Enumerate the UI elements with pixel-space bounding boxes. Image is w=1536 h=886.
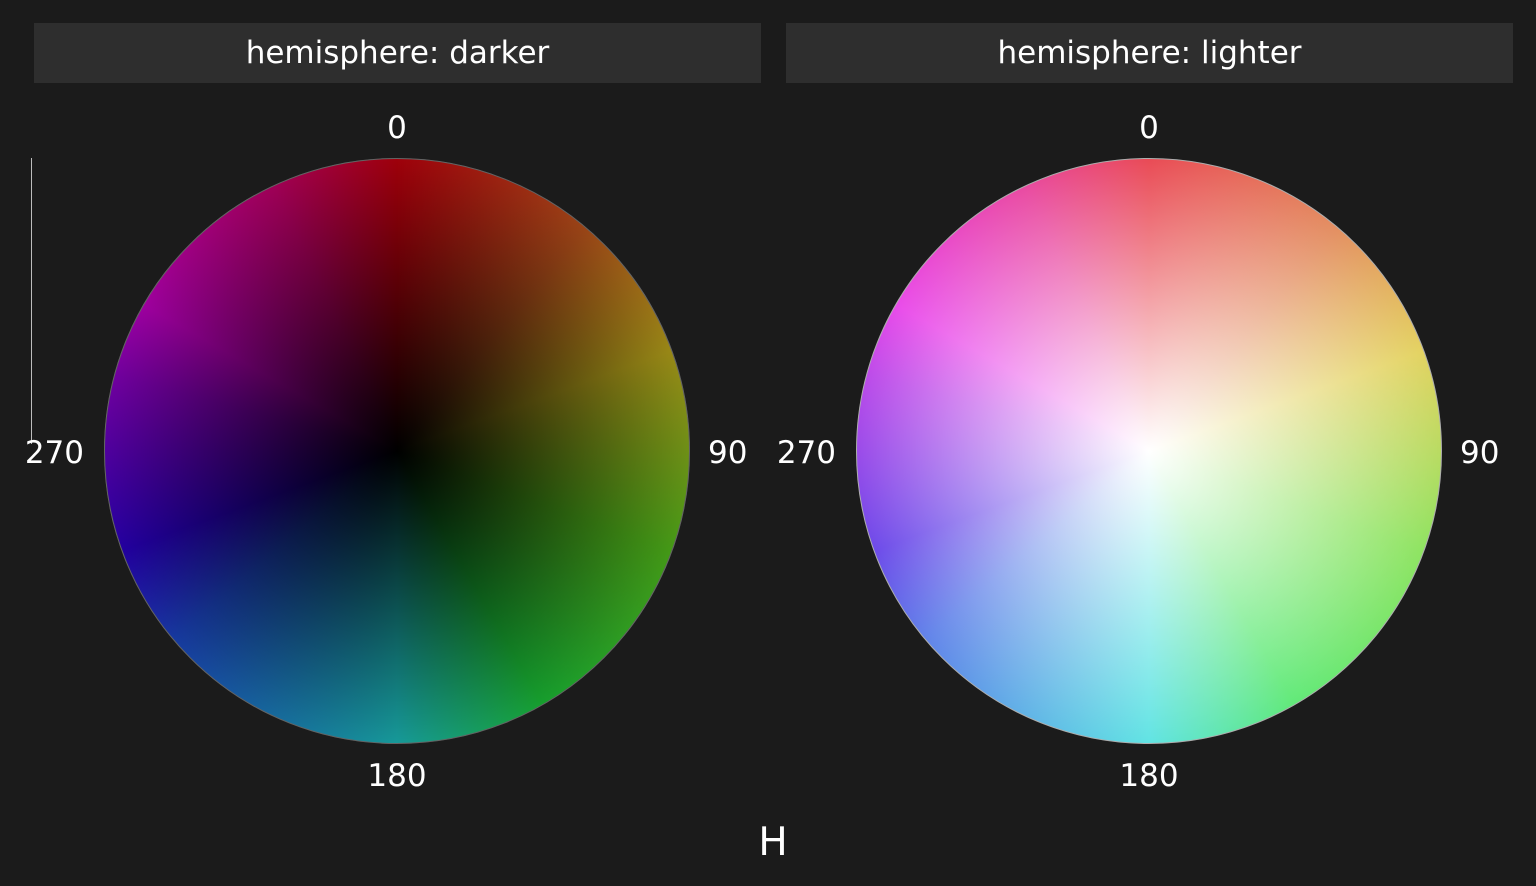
- tick-label-90: 90: [1460, 435, 1500, 471]
- darkness-gradient: [104, 158, 690, 744]
- x-axis-title: H: [758, 820, 788, 865]
- panel-lighter: hemisphere: lighter 0 90 180 270: [752, 0, 1520, 886]
- tick-label-0: 0: [387, 110, 407, 146]
- color-wheel-lighter: [856, 158, 1442, 744]
- color-wheel-darker: [104, 158, 690, 744]
- tick-label-180: 180: [1119, 758, 1179, 794]
- tick-label-270: 270: [776, 435, 836, 471]
- y-axis-line: [31, 158, 32, 444]
- panel-darker: hemisphere: darker 0 90 180 270: [24, 23, 761, 794]
- facet-strip-darker: hemisphere: darker: [34, 23, 761, 83]
- lightness-gradient: [856, 158, 1442, 744]
- facet-strip-lighter: hemisphere: lighter: [786, 23, 1513, 83]
- tick-label-180: 180: [367, 758, 427, 794]
- tick-label-90: 90: [708, 435, 748, 471]
- tick-label-0: 0: [1139, 110, 1159, 146]
- tick-label-270: 270: [24, 435, 84, 471]
